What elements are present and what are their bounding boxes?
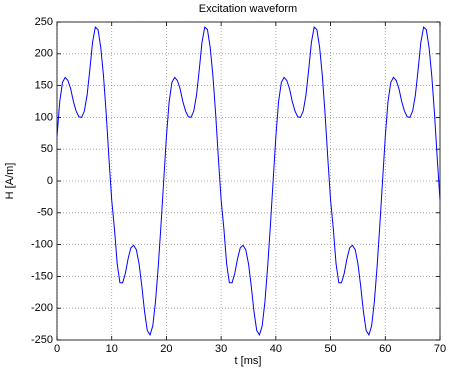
plot-frame: [56, 21, 441, 341]
y-tick-label: -200: [31, 302, 53, 314]
data-line: [56, 26, 441, 337]
y-tick-label: 250: [35, 16, 53, 28]
y-tick-label: -150: [31, 270, 53, 282]
x-axis-label: t [ms]: [235, 355, 262, 367]
y-tick-label: 150: [35, 80, 53, 92]
x-tick-label: 50: [324, 343, 336, 355]
x-tick-label: 20: [160, 343, 172, 355]
y-axis-label: H [A/m]: [4, 163, 16, 200]
y-tick-label: -50: [37, 207, 53, 219]
y-tick-label: -100: [31, 239, 53, 251]
y-tick-label: 200: [35, 48, 53, 60]
x-tick-label: 0: [54, 343, 60, 355]
y-tick-label: -250: [31, 334, 53, 346]
x-tick-label: 60: [379, 343, 391, 355]
x-tick-label: 70: [434, 343, 446, 355]
y-tick-label: 50: [41, 143, 53, 155]
x-tick-label: 40: [270, 343, 282, 355]
chart-title: Excitation waveform: [199, 3, 297, 15]
y-tick-label: 0: [47, 175, 53, 187]
x-tick-label: 30: [215, 343, 227, 355]
y-tick-label: 100: [35, 111, 53, 123]
x-tick-label: 10: [106, 343, 118, 355]
